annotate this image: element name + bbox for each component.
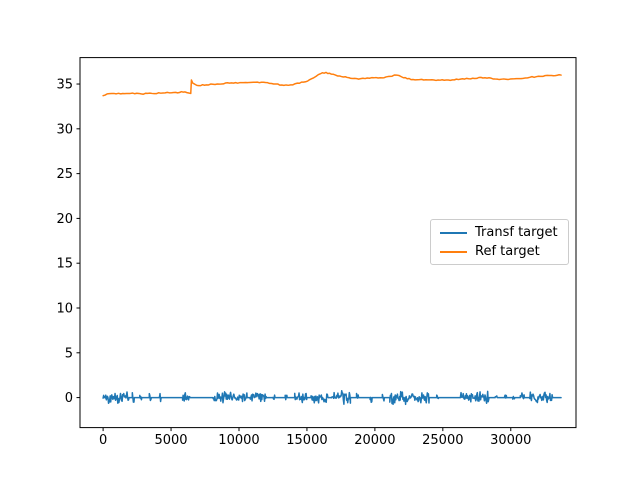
y-tick-label: 30 xyxy=(56,122,73,137)
x-tick-label: 20000 xyxy=(354,433,395,448)
x-tick-label: 25000 xyxy=(422,433,463,448)
x-tick-label: 5000 xyxy=(154,433,187,448)
transf-target-line xyxy=(102,390,562,406)
y-tick-label: 5 xyxy=(65,346,73,361)
y-tick-label: 35 xyxy=(56,78,73,93)
x-tick-label: 0 xyxy=(99,433,107,448)
x-tick-label: 10000 xyxy=(218,433,259,448)
legend-item-transf-target: Transf target xyxy=(440,225,558,240)
legend-item-ref-target: Ref target xyxy=(440,244,558,259)
legend: Transf target Ref target xyxy=(430,219,569,265)
x-tick-label: 15000 xyxy=(286,433,327,448)
transf-target-line-swatch xyxy=(440,231,467,234)
legend-label-transf-target: Transf target xyxy=(475,225,558,240)
y-tick-label: 10 xyxy=(56,301,73,316)
ref-target-line-swatch xyxy=(440,250,467,253)
y-tick-label: 25 xyxy=(56,167,73,182)
y-tick-label: 15 xyxy=(56,257,73,272)
ref-target-line xyxy=(102,71,562,97)
y-tick-label: 0 xyxy=(65,391,73,406)
legend-label-ref-target: Ref target xyxy=(475,244,540,259)
y-tick-label: 20 xyxy=(56,212,73,227)
x-tick-label: 30000 xyxy=(490,433,531,448)
